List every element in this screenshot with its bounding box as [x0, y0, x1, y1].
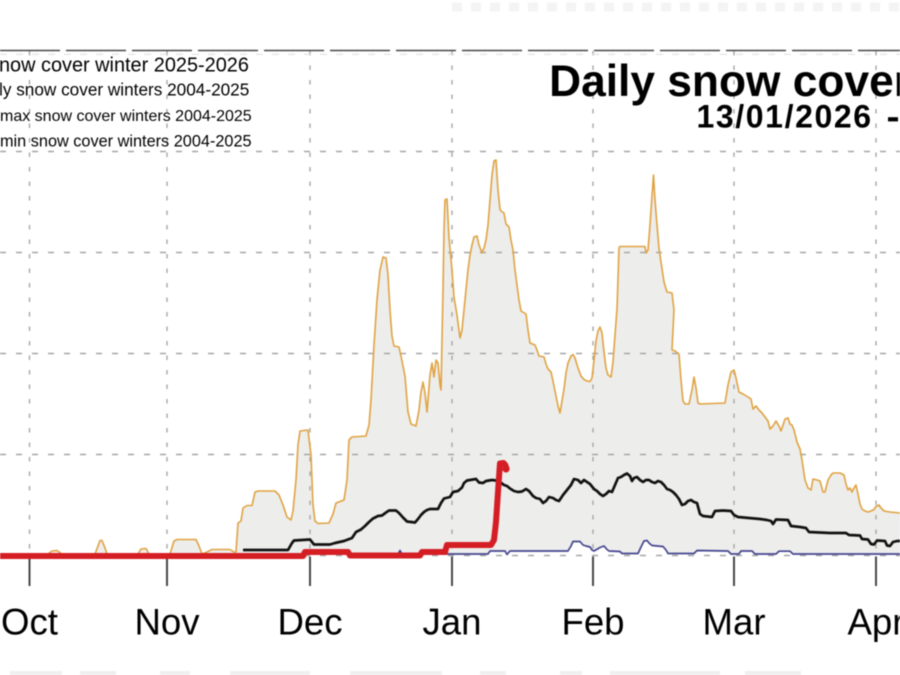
svg-text:Mar: Mar — [703, 601, 766, 642]
svg-text:Nov: Nov — [134, 601, 200, 642]
svg-text:Jan: Jan — [423, 601, 482, 642]
svg-text:Feb: Feb — [561, 601, 624, 642]
svg-text:ly snow cover winters 2004-202: ly snow cover winters 2004-2025 — [0, 80, 249, 100]
svg-text:max snow cover winters 2004-20: max snow cover winters 2004-2025 — [0, 108, 252, 125]
svg-text:Oct: Oct — [1, 601, 58, 642]
svg-text:Daily snow cover report: Daily snow cover report — [549, 57, 900, 106]
svg-text:now cover winter 2025-2026: now cover winter 2025-2026 — [0, 55, 249, 77]
svg-text:min snow cover winters 2004-20: min snow cover winters 2004-2025 — [0, 133, 252, 151]
svg-text:Dec: Dec — [277, 601, 342, 642]
svg-text:13/01/2026: 13/01/2026 — [697, 99, 873, 135]
svg-text:Apr: Apr — [848, 601, 900, 642]
